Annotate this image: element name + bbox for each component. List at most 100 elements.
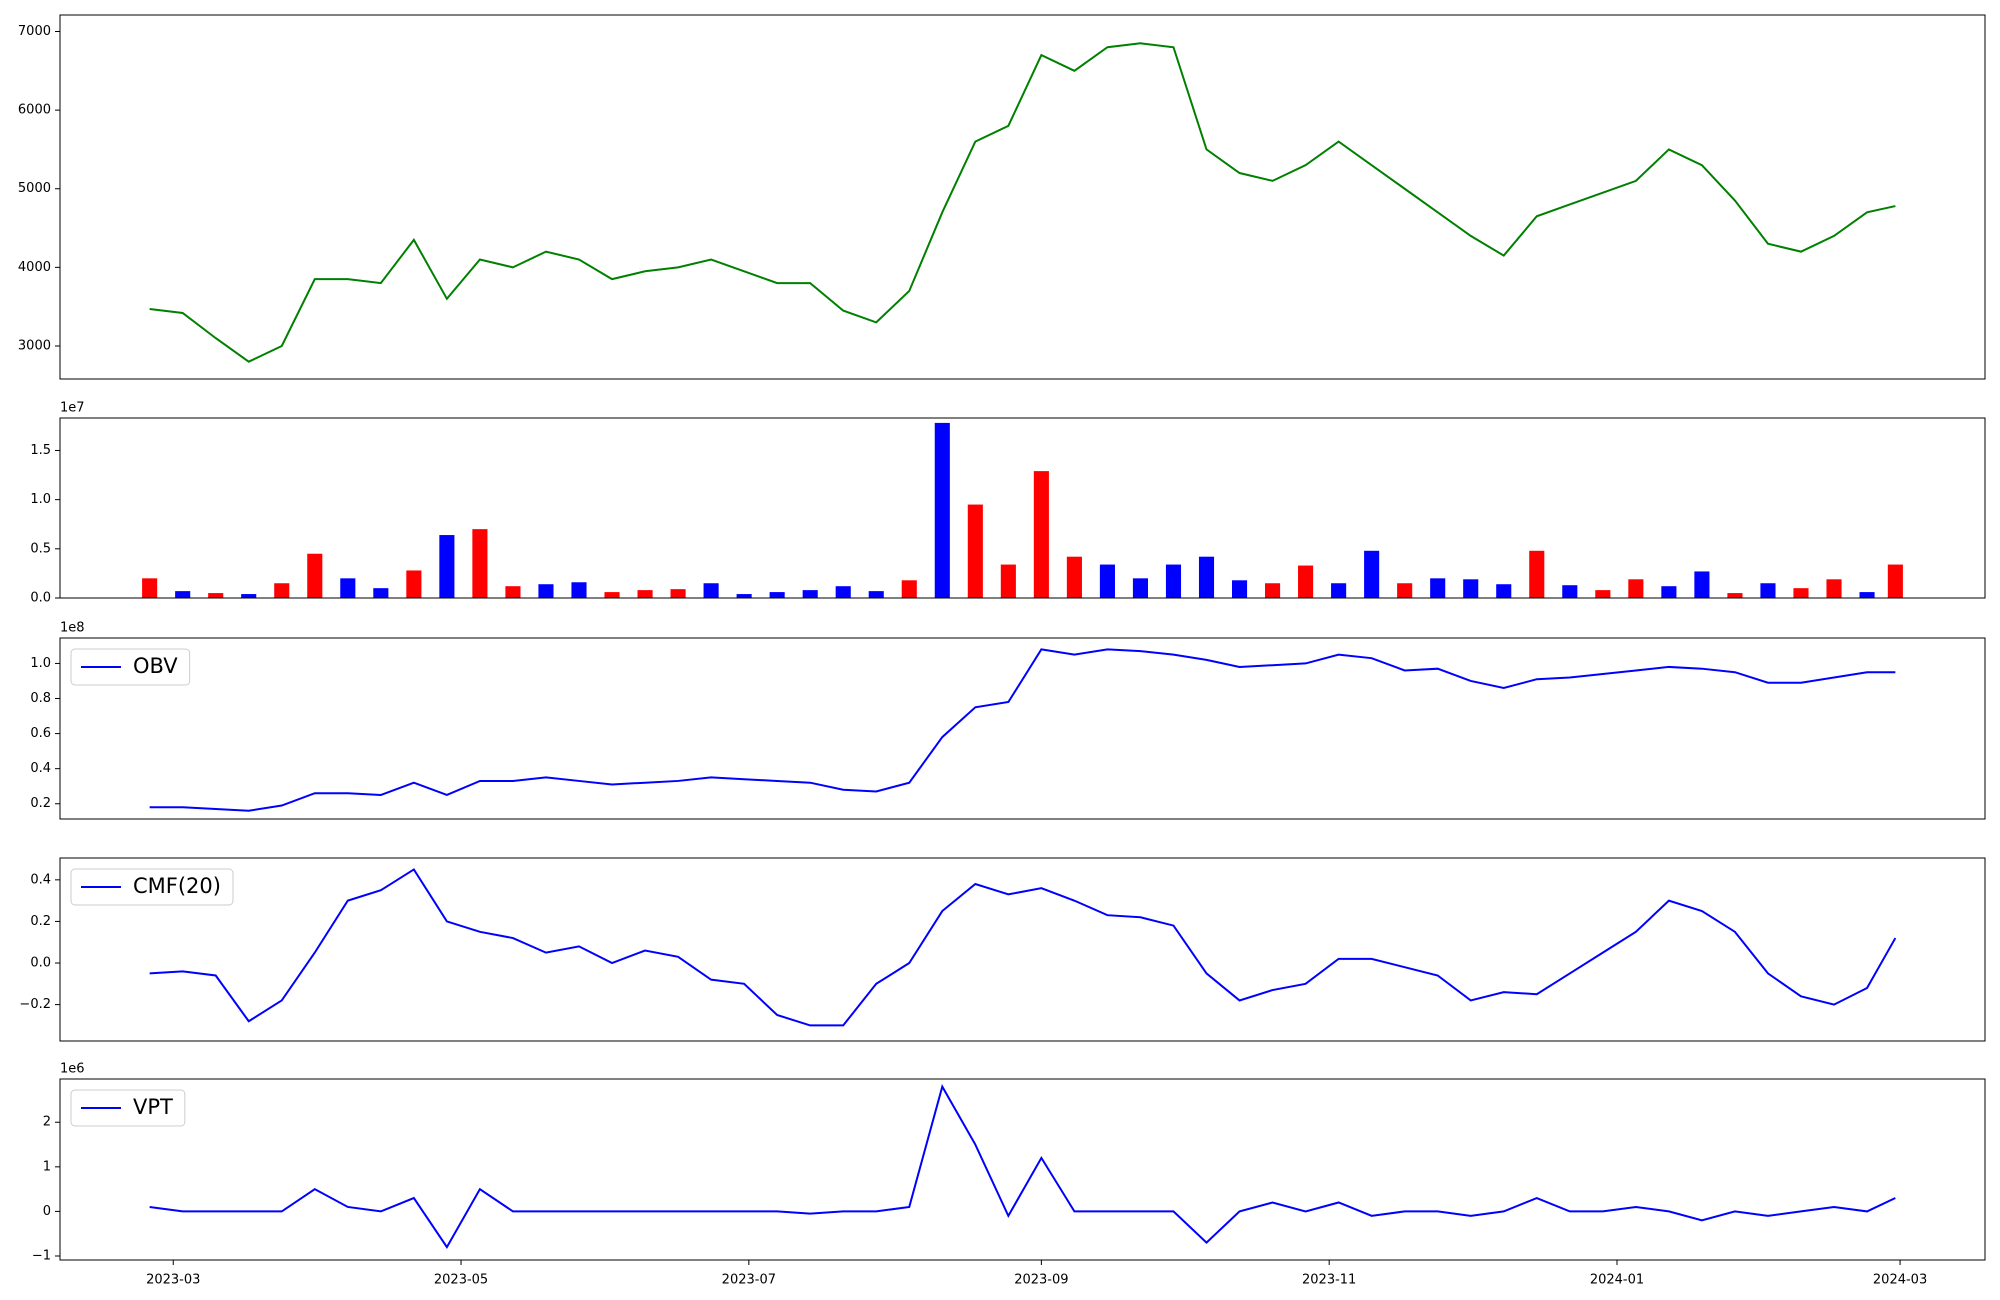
volume-bar: [1430, 578, 1446, 598]
volume-bar: [1496, 584, 1512, 598]
legend-box: [70, 1089, 186, 1127]
volume-bar: [340, 578, 356, 598]
volume-bar: [1859, 592, 1875, 598]
legend-label: CMF(20): [133, 874, 221, 898]
volume-bar: [670, 589, 686, 598]
x-tick-label: 2023-11: [1302, 1273, 1356, 1288]
panel: 0.2 0.4 0.6 0.8 1.0 1e8 OBV: [30, 621, 1986, 820]
volume-bar: [208, 593, 224, 598]
plot-area: [60, 638, 1985, 819]
volume-bar: [241, 594, 257, 598]
y-tick-label: 1.0: [30, 656, 51, 671]
volume-bar: [1595, 590, 1611, 598]
volume-bar: [1463, 579, 1479, 598]
panel: 0.0 0.5 1.0 1.5 1e7: [30, 401, 1986, 606]
line: [149, 868, 1897, 1027]
volume-bar: [1529, 550, 1545, 598]
y-offset-label: 1e8: [60, 621, 85, 636]
y-tick-label: −1: [32, 1248, 51, 1263]
volume-bar: [1066, 556, 1082, 598]
volume-bar: [142, 578, 158, 598]
volume-bar: [967, 504, 983, 598]
volume-bar: [439, 535, 455, 598]
x-tick-label: 2023-03: [146, 1273, 200, 1288]
volume-bar: [1198, 556, 1215, 598]
y-tick-label: 0.4: [30, 761, 51, 776]
legend-label: OBV: [133, 654, 178, 678]
volume-bar: [1165, 564, 1182, 598]
volume-bar: [637, 590, 653, 598]
volume-bar: [1298, 565, 1314, 598]
volume-bar: [736, 594, 752, 598]
x-tick-label: 2024-03: [1873, 1273, 1927, 1288]
y-tick-label: 7000: [18, 24, 51, 39]
legend-label: VPT: [133, 1095, 173, 1119]
volume-bar: [175, 591, 191, 598]
line: [149, 42, 1896, 363]
legend: CMF(20): [70, 868, 234, 906]
y-tick-label: 0.8: [30, 691, 51, 706]
volume-bar: [769, 592, 785, 598]
volume-bar: [1033, 471, 1049, 598]
y-tick-label: 0.2: [30, 796, 51, 811]
panel: −1 0 1 2 1e6 2023-03 2023-05 2023-07 2023-09 2023…: [32, 1062, 1986, 1288]
volume-bar: [1727, 593, 1743, 598]
volume-bar: [472, 529, 488, 598]
y-tick-label: 0.4: [30, 872, 51, 887]
panel: −0.2 0.0 0.2 0.4 CMF(20): [19, 857, 1986, 1042]
y-tick-label: 5000: [18, 181, 51, 196]
y-tick-label: 1: [43, 1159, 51, 1174]
volume-bar: [571, 582, 587, 598]
y-tick-label: 6000: [18, 103, 51, 118]
volume-bar: [604, 592, 620, 598]
y-tick-label: 1.0: [30, 492, 51, 507]
y-tick-label: 2: [43, 1115, 51, 1130]
legend-box: [70, 868, 234, 906]
line: [149, 1083, 1896, 1249]
y-offset-label: 1e7: [60, 401, 85, 416]
plot: [149, 42, 1896, 363]
volume-bar: [1694, 571, 1710, 598]
plot: [149, 648, 1896, 812]
y-tick-label: 0.0: [30, 956, 51, 971]
volume-bar: [1397, 583, 1413, 598]
y-tick-label: 0: [43, 1204, 51, 1219]
volume-bar: [1760, 583, 1776, 598]
volume-bar: [1231, 580, 1248, 598]
y-tick-label: 1.5: [30, 443, 51, 458]
panel: 3000 4000 5000 6000 7000: [18, 14, 1986, 380]
plot: [149, 868, 1897, 1027]
line: [149, 648, 1896, 812]
x-tick-label: 2024-01: [1590, 1273, 1644, 1288]
plot-frame: [59, 14, 1986, 380]
legend: OBV: [70, 648, 191, 686]
y-tick-label: 3000: [18, 338, 51, 353]
y-tick-label: 0.0: [30, 591, 51, 606]
volume-bar: [1793, 588, 1809, 598]
plot-frame: [59, 857, 1986, 1042]
y-tick-label: −0.2: [19, 997, 51, 1012]
volume-bar: [373, 588, 389, 598]
y-offset-label: 1e6: [60, 1062, 85, 1077]
y-tick-label: 4000: [18, 260, 51, 275]
plot: [142, 422, 1903, 598]
volume-bar: [1099, 564, 1115, 598]
volume-bar: [538, 584, 554, 598]
volume-bar: [1331, 583, 1347, 598]
volume-bar: [1265, 583, 1281, 598]
volume-bar: [901, 580, 917, 598]
x-tick-label: 2023-07: [722, 1273, 776, 1288]
plot-frame: [59, 637, 1986, 820]
volume-bar: [1364, 550, 1380, 598]
plot-frame: [59, 417, 1986, 599]
legend: VPT: [70, 1089, 186, 1127]
volume-bar: [1661, 586, 1677, 598]
volume-bar: [835, 586, 851, 598]
y-tick-label: 0.2: [30, 914, 51, 929]
volume-bar: [1132, 578, 1149, 598]
plot-area: [60, 1079, 1985, 1260]
volume-bar: [274, 583, 290, 598]
volume-bar: [1562, 585, 1578, 598]
